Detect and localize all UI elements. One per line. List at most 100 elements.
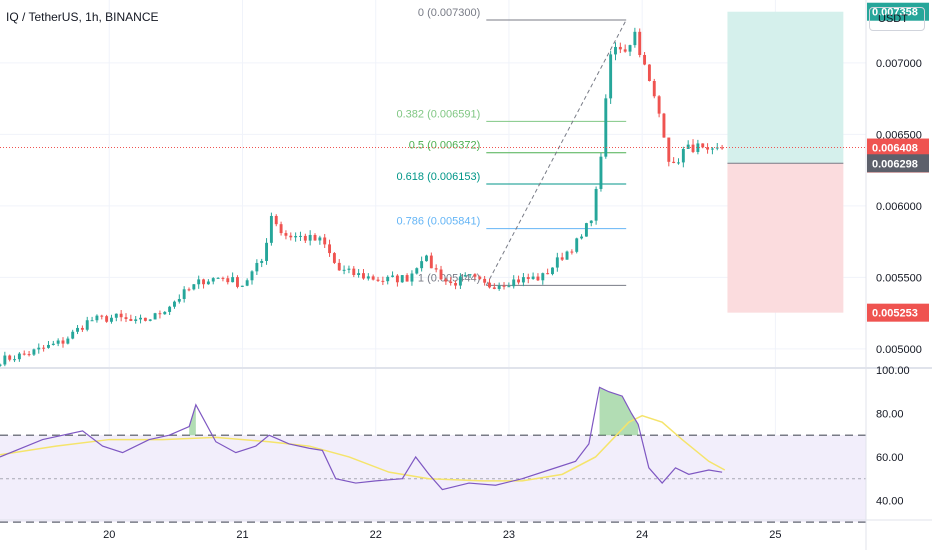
current-price-badge-bg	[867, 138, 929, 157]
candle-down	[332, 253, 336, 263]
candle-up	[3, 355, 7, 365]
candle-up	[342, 269, 346, 271]
candle-up	[391, 275, 395, 277]
entry-price-badge-bg	[867, 154, 929, 173]
candle-down	[129, 318, 133, 321]
position-box[interactable]	[727, 11, 844, 313]
rsi-tick-label: 60.00	[876, 452, 904, 464]
candle-up	[521, 277, 525, 283]
candle-up	[177, 298, 181, 302]
candle-down	[27, 354, 31, 356]
x-tick-label: 21	[236, 529, 248, 541]
candle-up	[580, 236, 584, 239]
currency-selector-button[interactable]: USDT	[869, 7, 925, 31]
candle-up	[192, 284, 196, 290]
candle-up	[551, 267, 554, 275]
candle-down	[560, 257, 564, 260]
rsi-overbought-fill	[189, 404, 196, 436]
candle-down	[362, 273, 365, 279]
candle-up	[400, 275, 404, 283]
stop-price-badge-bg	[867, 303, 929, 322]
candle-down	[502, 285, 506, 287]
candle-down	[274, 215, 278, 225]
candle-up	[308, 234, 312, 241]
y-tick-label: 0.005500	[876, 272, 922, 284]
candle-down	[405, 275, 409, 282]
candle-up	[17, 353, 21, 360]
candle-up	[110, 317, 113, 322]
candle-down	[187, 289, 191, 291]
candle-up	[76, 327, 79, 332]
candle-up	[299, 235, 302, 237]
candle-up	[541, 273, 545, 281]
candle-down	[570, 251, 574, 253]
candle-up	[294, 236, 298, 238]
fib-trend-line	[485, 19, 627, 286]
candle-up	[51, 343, 55, 345]
candle-up	[265, 242, 269, 261]
candle-up	[614, 46, 617, 55]
rsi-line	[0, 386, 723, 491]
candle-up	[250, 271, 254, 281]
candle-up	[347, 268, 351, 270]
candle-up	[95, 315, 99, 321]
candle-up	[357, 273, 361, 275]
candle-down	[284, 233, 288, 236]
candle-up	[507, 286, 511, 288]
candle-up	[260, 260, 264, 263]
candle-down	[434, 268, 438, 270]
candle-down	[158, 313, 162, 315]
candle-down	[623, 49, 627, 52]
candle-up	[47, 344, 50, 348]
candle-up	[604, 98, 608, 157]
candle-up	[37, 347, 41, 350]
candle-up	[633, 31, 637, 46]
candle-down	[691, 144, 695, 152]
fibonacci-retracement[interactable]: 0 (0.007300) 0.382 (0.006591) 0.5 (0.00637…	[396, 7, 627, 286]
y-tick-label: 0.006500	[876, 129, 922, 141]
candle-down	[313, 234, 317, 241]
candle-up	[182, 289, 186, 299]
candle-down	[226, 278, 230, 283]
candle-down	[61, 340, 65, 344]
x-tick-label: 20	[103, 529, 115, 541]
fib-level-label: 0.382 (0.006591)	[396, 108, 480, 120]
candle-down	[478, 276, 482, 279]
rsi-tick-label: 40.00	[876, 495, 904, 507]
candle-down	[492, 287, 496, 289]
fib-level-label: 1 (0.005444)	[418, 272, 480, 284]
candle-up	[710, 148, 714, 150]
candle-up	[71, 331, 75, 339]
target-price-badge: 0.007358	[872, 7, 918, 19]
fib-level-label: 0 (0.007300)	[418, 7, 480, 19]
candle-down	[536, 276, 540, 281]
candle-up	[555, 257, 559, 268]
fib-level-label: 0.618 (0.006153)	[396, 171, 480, 183]
candle-up	[318, 237, 322, 241]
candle-down	[124, 317, 128, 319]
candle-up	[468, 274, 472, 276]
target-zone	[727, 11, 844, 164]
candle-down	[202, 279, 206, 285]
stop-zone	[727, 163, 844, 313]
candle-down	[706, 147, 710, 150]
candle-up	[13, 359, 16, 361]
y-tick-label: 0.006000	[876, 201, 922, 213]
candlestick-series	[0, 27, 866, 369]
candle-up	[32, 349, 36, 355]
candle-up	[245, 280, 249, 286]
candle-up	[56, 340, 60, 344]
x-tick-label: 22	[370, 529, 382, 541]
candle-up	[148, 319, 152, 321]
candle-up	[686, 144, 690, 149]
x-tick-label: 23	[503, 529, 515, 541]
candle-down	[337, 262, 341, 271]
candle-down	[720, 147, 724, 149]
candle-down	[236, 277, 239, 287]
candle-down	[119, 313, 123, 318]
y-tick-label: 0.005000	[876, 344, 922, 356]
candle-up	[410, 273, 414, 282]
candle-down	[652, 81, 656, 97]
